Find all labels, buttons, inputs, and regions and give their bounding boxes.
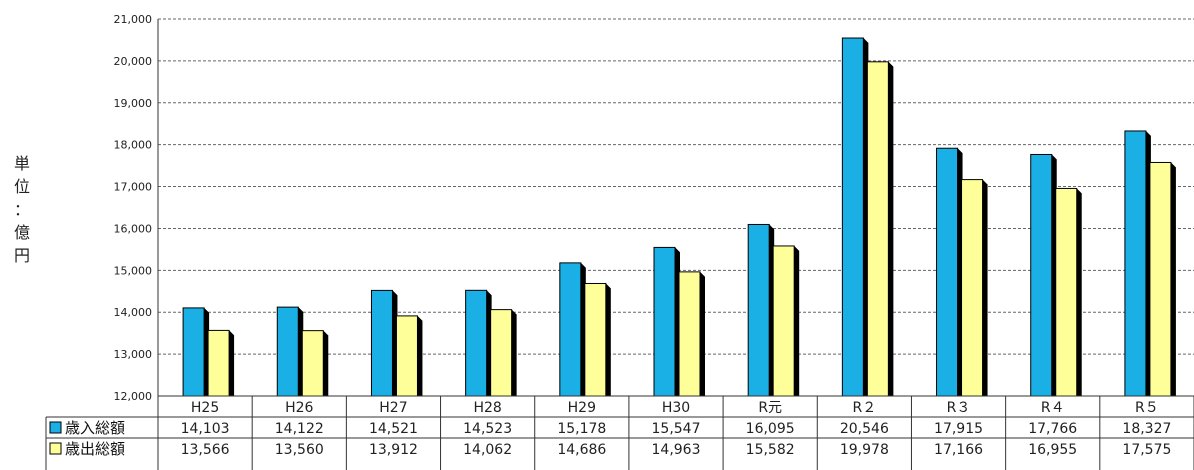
- data-label-1-8: 17,166: [934, 442, 983, 458]
- bar-expenditure-5: [678, 271, 705, 397]
- data-label-0-5: 15,547: [652, 421, 701, 437]
- y-tick-label-8: 20,000: [114, 55, 153, 68]
- bar-expenditure-6: [772, 245, 800, 397]
- legend-swatch-0: [49, 421, 62, 434]
- bar-revenue-10: [1124, 130, 1151, 397]
- x-tick-label-8: R３: [947, 400, 971, 416]
- data-label-0-10: 18,327: [1122, 421, 1171, 437]
- bar-revenue-3: [465, 289, 492, 397]
- y-axis-label-char-4: 円: [13, 246, 30, 265]
- y-axis-label-char-0: 単: [13, 154, 30, 173]
- data-label-1-3: 14,062: [463, 442, 512, 458]
- data-label-0-1: 14,122: [275, 421, 324, 437]
- data-label-0-8: 17,915: [934, 421, 983, 437]
- bar-expenditure-0: [207, 329, 235, 397]
- bar-expenditure-9: [1055, 187, 1082, 397]
- bar-revenue-5: [653, 246, 680, 397]
- bar-expenditure-2: [395, 315, 423, 397]
- y-tick-label-9: 21,000: [114, 13, 153, 26]
- data-label-1-2: 13,912: [369, 442, 418, 458]
- x-tick-label-7: R２: [852, 400, 876, 416]
- x-tick-label-1: H26: [285, 400, 313, 416]
- data-label-0-4: 15,178: [557, 421, 606, 437]
- x-tick-label-6: R元: [758, 400, 782, 416]
- bar-expenditure-1: [301, 330, 329, 397]
- data-label-1-1: 13,560: [275, 442, 324, 458]
- bar-revenue-7: [841, 37, 869, 397]
- y-tick-label-4: 16,000: [114, 222, 153, 235]
- bar-revenue-4: [559, 262, 586, 397]
- y-tick-label-7: 19,000: [114, 97, 153, 110]
- legend-swatch-1: [49, 442, 62, 455]
- data-label-1-6: 15,582: [746, 442, 795, 458]
- y-tick-label-0: 12,000: [114, 390, 153, 403]
- y-axis-label-char-1: 位: [13, 177, 30, 196]
- data-label-0-3: 14,523: [463, 421, 512, 437]
- bar-revenue-6: [747, 223, 775, 397]
- data-label-0-0: 14,103: [181, 421, 230, 437]
- data-label-1-7: 19,978: [840, 442, 889, 458]
- data-label-1-9: 16,955: [1028, 442, 1077, 458]
- data-label-1-10: 17,575: [1122, 442, 1171, 458]
- data-label-1-5: 14,963: [652, 442, 701, 458]
- x-tick-label-4: H29: [568, 400, 596, 416]
- y-tick-label-2: 14,000: [114, 306, 153, 319]
- bar-revenue-9: [1030, 153, 1057, 397]
- bar-expenditure-4: [584, 282, 611, 397]
- data-label-0-2: 14,521: [369, 421, 418, 437]
- bar-revenue-0: [182, 307, 210, 397]
- data-label-1-0: 13,566: [181, 442, 230, 458]
- legend-label-0: 歳入総額: [65, 419, 125, 437]
- x-tick-label-5: H30: [662, 400, 690, 416]
- x-tick-label-3: H28: [473, 400, 501, 416]
- y-tick-label-3: 15,000: [114, 264, 153, 277]
- x-tick-label-9: R４: [1041, 400, 1065, 416]
- bar-expenditure-10: [1149, 161, 1176, 397]
- bar-revenue-8: [936, 147, 963, 397]
- bar-expenditure-3: [490, 309, 517, 397]
- bar-expenditure-8: [961, 179, 988, 397]
- bar-revenue-2: [370, 289, 398, 397]
- x-tick-label-0: H25: [191, 400, 219, 416]
- y-axis-label-char-3: 億: [13, 223, 30, 242]
- x-tick-label-2: H27: [379, 400, 407, 416]
- data-label-1-4: 14,686: [557, 442, 606, 458]
- data-label-0-7: 20,546: [840, 421, 889, 437]
- y-tick-label-6: 18,000: [114, 139, 153, 152]
- y-axis-label-char-2: ：: [13, 200, 30, 219]
- data-label-0-6: 16,095: [746, 421, 795, 437]
- data-label-0-9: 17,766: [1028, 421, 1077, 437]
- bar-revenue-1: [276, 306, 304, 397]
- bar-expenditure-7: [866, 61, 894, 397]
- legend-label-1: 歳出総額: [65, 440, 125, 458]
- y-tick-label-1: 13,000: [114, 348, 153, 361]
- x-tick-label-10: R５: [1135, 400, 1159, 416]
- y-tick-label-5: 17,000: [114, 181, 153, 194]
